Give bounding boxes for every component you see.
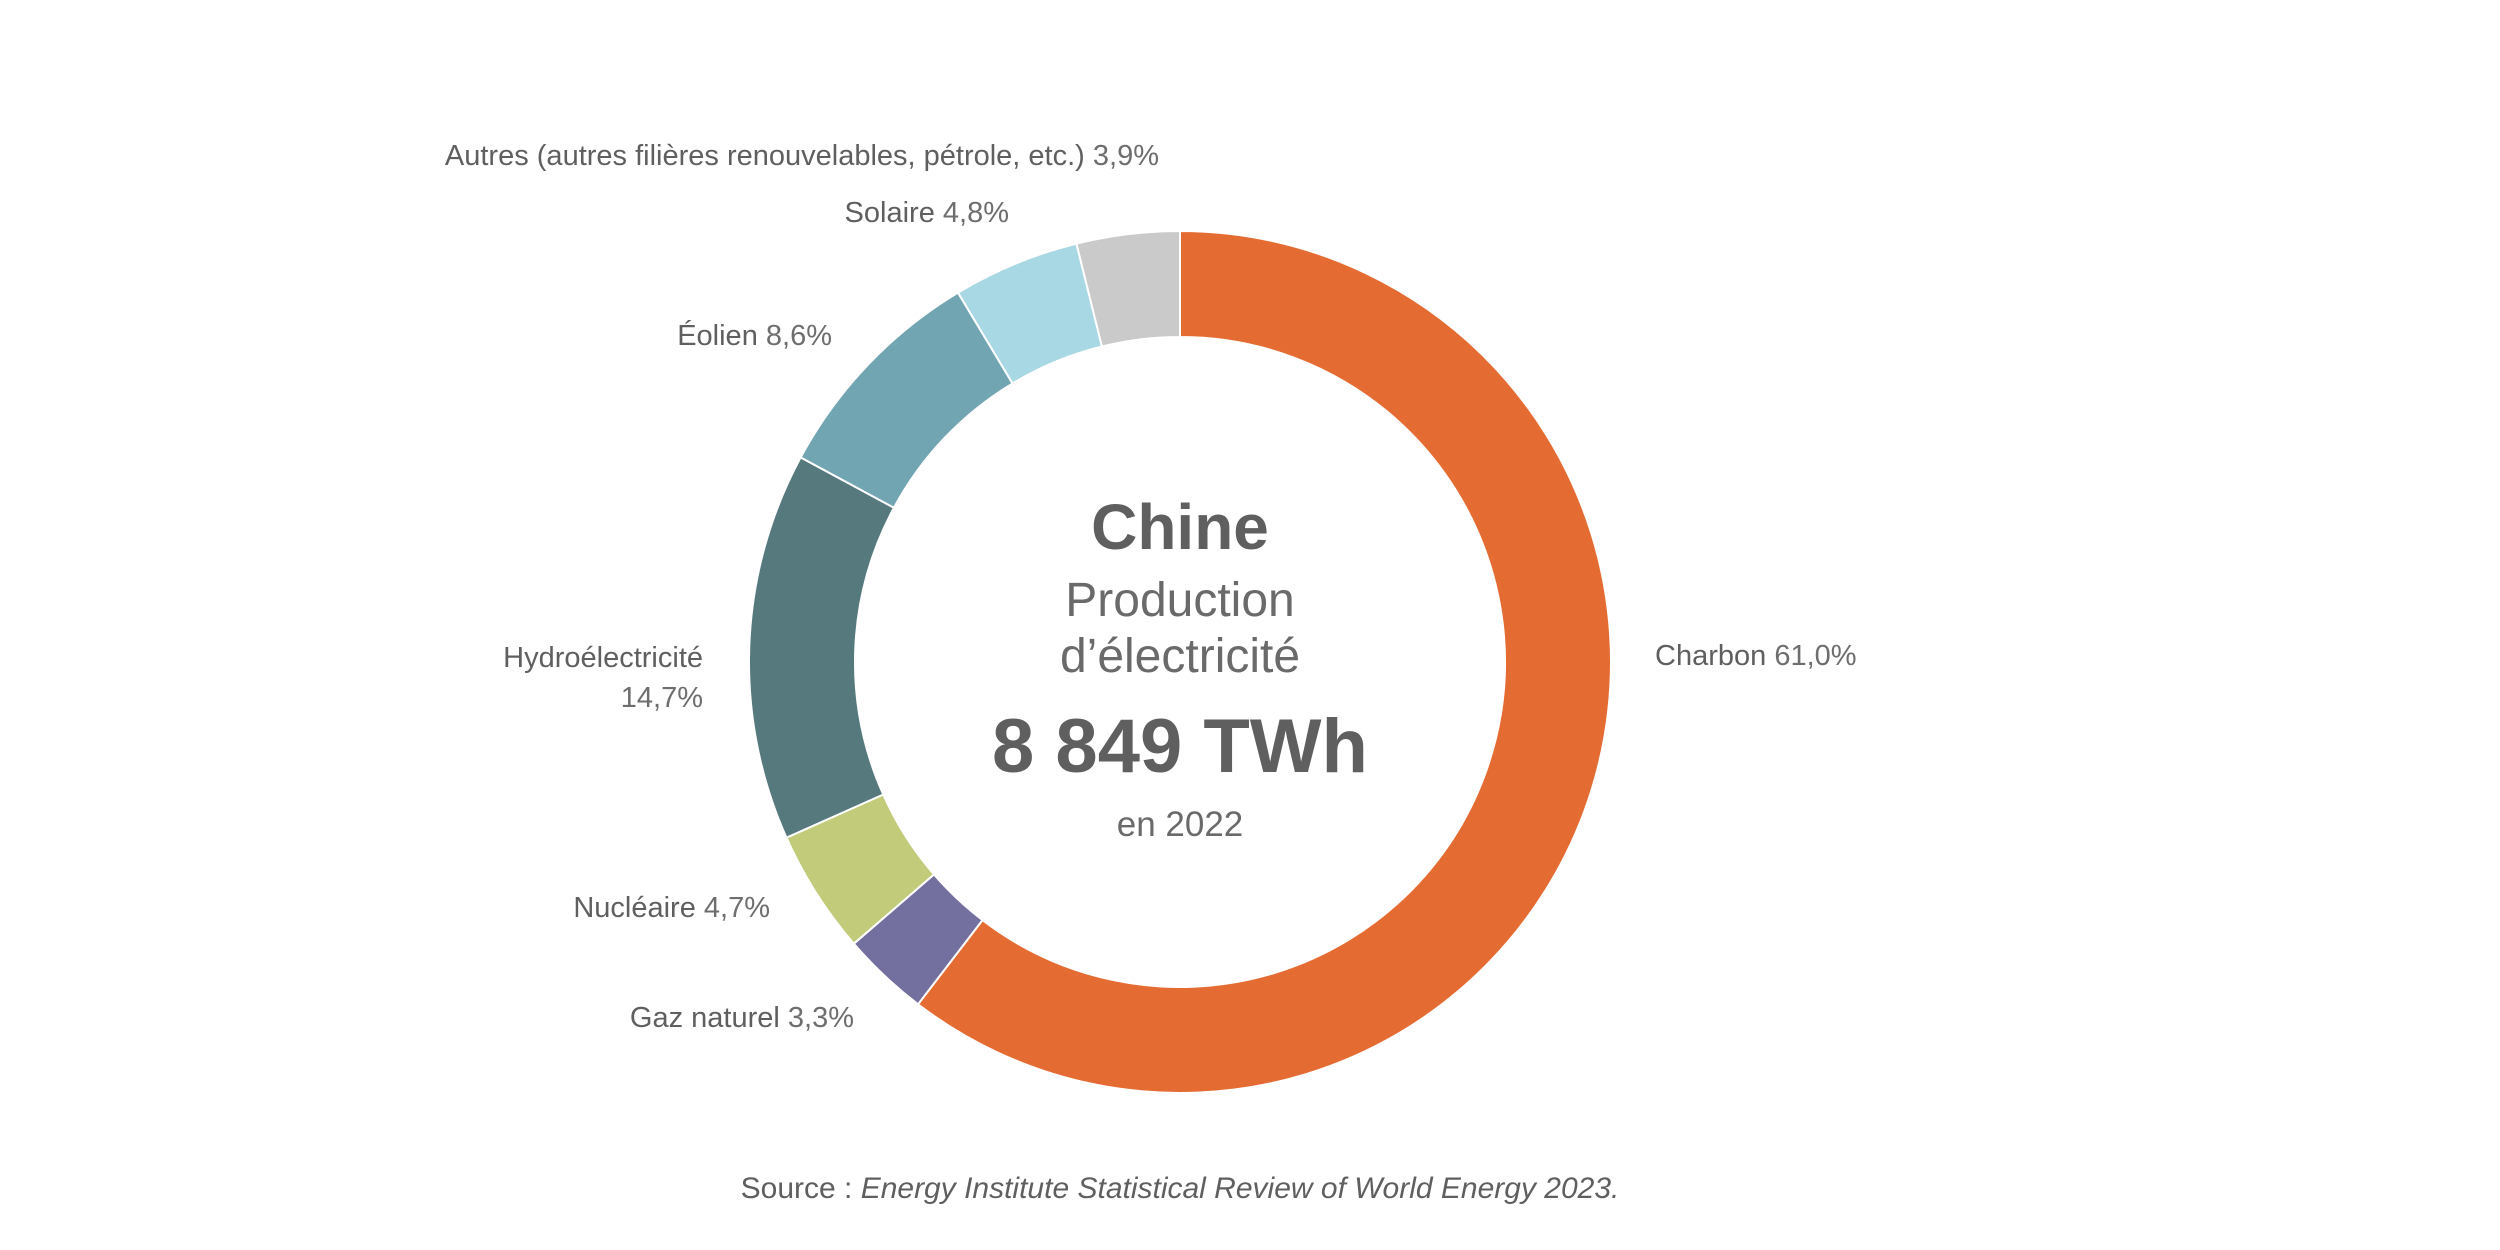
- slice-hydroelectricite: [748, 456, 896, 840]
- slice-autres: [1075, 229, 1181, 348]
- center-title: Chine: [1091, 491, 1269, 563]
- center-subtitle-2: d’électricité: [1060, 630, 1300, 683]
- slice-charbon: [916, 229, 1612, 1094]
- label-nucleaire: Nucléaire 4,7%: [573, 892, 770, 924]
- label-eolien: Éolien 8,6%: [677, 319, 832, 352]
- label-solaire: Solaire 4,8%: [845, 197, 1009, 229]
- center-total: 8 849 TWh: [992, 704, 1368, 789]
- donut-slices: [748, 229, 1612, 1094]
- label-autres: Autres (autres filières renouvelables, p…: [445, 140, 1159, 172]
- label-hydroelectricite-pct: 14,7%: [621, 682, 703, 714]
- center-subtitle-1: Production: [1065, 574, 1294, 627]
- source-note: Source : Energy Institute Statistical Re…: [741, 1172, 1620, 1205]
- label-gaz-naturel: Gaz naturel 3,3%: [630, 1002, 854, 1034]
- label-charbon: Charbon 61,0%: [1655, 640, 1857, 672]
- label-hydroelectricite: Hydroélectricité: [503, 642, 703, 674]
- center-year: en 2022: [1117, 805, 1244, 844]
